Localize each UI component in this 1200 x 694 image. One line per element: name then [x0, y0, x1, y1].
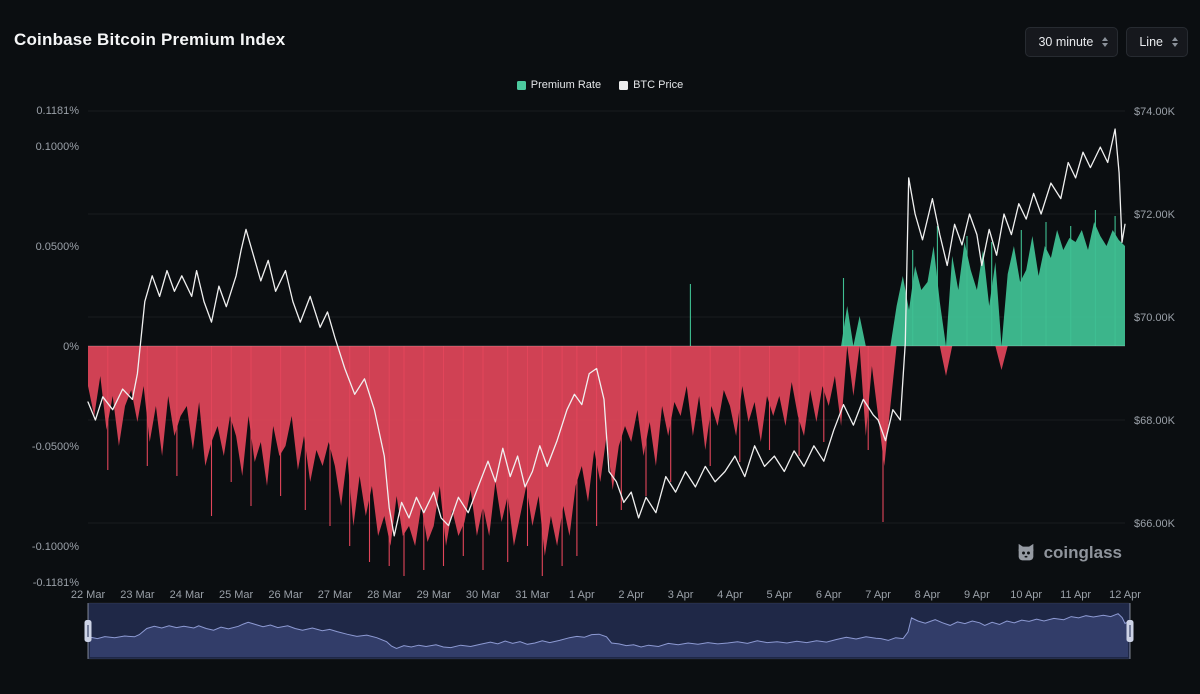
svg-text:3 Apr: 3 Apr — [668, 589, 694, 601]
svg-text:0.1000%: 0.1000% — [36, 141, 80, 153]
navigator-handle-right[interactable] — [1126, 620, 1134, 642]
svg-text:26 Mar: 26 Mar — [268, 589, 303, 601]
y-axis-left-labels: 0.1181% 0.1000% 0.0500% 0% -0.0500% -0.1000% -… — [32, 105, 79, 589]
svg-text:$68.00K: $68.00K — [1134, 415, 1176, 427]
svg-text:$72.00K: $72.00K — [1134, 209, 1176, 221]
coinglass-watermark: coinglass — [1015, 542, 1122, 564]
chart-legend: Premium Rate BTC Price — [0, 79, 1200, 91]
select-arrows-icon — [1102, 37, 1109, 47]
svg-text:24 Mar: 24 Mar — [170, 589, 205, 601]
svg-text:27 Mar: 27 Mar — [318, 589, 353, 601]
svg-text:6 Apr: 6 Apr — [816, 589, 842, 601]
premium-spikes — [107, 210, 1116, 576]
btc-price-swatch-icon — [619, 80, 629, 90]
svg-text:8 Apr: 8 Apr — [915, 589, 941, 601]
svg-text:0.1181%: 0.1181% — [36, 105, 79, 117]
svg-text:$74.00K: $74.00K — [1134, 106, 1176, 118]
svg-text:31 Mar: 31 Mar — [515, 589, 550, 601]
svg-text:2 Apr: 2 Apr — [618, 589, 644, 601]
svg-text:28 Mar: 28 Mar — [367, 589, 402, 601]
x-axis-labels: 22 Mar 23 Mar 24 Mar 25 Mar 26 Mar 27 Mar 28 M… — [71, 589, 1141, 601]
svg-text:4 Apr: 4 Apr — [717, 589, 743, 601]
coinglass-watermark-text: coinglass — [1043, 543, 1122, 562]
svg-text:12 Apr: 12 Apr — [1109, 589, 1141, 601]
svg-text:10 Apr: 10 Apr — [1010, 589, 1042, 601]
svg-text:-0.0500%: -0.0500% — [32, 441, 79, 453]
legend-label: Premium Rate — [530, 79, 602, 91]
svg-text:23 Mar: 23 Mar — [120, 589, 155, 601]
premium-negative-area — [88, 346, 1125, 556]
svg-text:25 Mar: 25 Mar — [219, 589, 254, 601]
chart-controls: 30 minute Line — [1025, 27, 1188, 57]
svg-text:0%: 0% — [63, 341, 79, 353]
interval-select[interactable]: 30 minute — [1025, 27, 1119, 57]
interval-select-value: 30 minute — [1038, 35, 1094, 49]
svg-text:$66.00K: $66.00K — [1134, 518, 1176, 530]
navigator-minichart — [89, 613, 1129, 657]
coinglass-bear-icon — [1018, 543, 1033, 561]
svg-text:-0.1181%: -0.1181% — [33, 577, 79, 589]
chart-type-select-value: Line — [1139, 35, 1163, 49]
svg-text:$70.00K: $70.00K — [1134, 312, 1176, 324]
svg-text:30 Mar: 30 Mar — [466, 589, 501, 601]
legend-item-premium-rate[interactable]: Premium Rate — [516, 79, 602, 91]
svg-text:1 Apr: 1 Apr — [569, 589, 595, 601]
btc-price-line — [87, 128, 1126, 537]
page-title: Coinbase Bitcoin Premium Index — [14, 30, 286, 49]
legend-item-btc-price[interactable]: BTC Price — [619, 79, 683, 91]
navigator-selected-range[interactable] — [88, 603, 1130, 659]
svg-text:5 Apr: 5 Apr — [766, 589, 792, 601]
y-axis-right-labels: $74.00K $72.00K $70.00K $68.00K $66.00K — [1134, 106, 1176, 530]
legend-label: BTC Price — [633, 79, 684, 91]
select-arrows-icon — [1172, 37, 1178, 47]
svg-text:7 Apr: 7 Apr — [865, 589, 891, 601]
navigator-handle-left[interactable] — [84, 620, 92, 642]
svg-text:11 Apr: 11 Apr — [1060, 589, 1091, 601]
premium-rate-swatch-icon — [516, 80, 526, 90]
svg-text:-0.1000%: -0.1000% — [32, 541, 79, 553]
svg-text:29 Mar: 29 Mar — [417, 589, 452, 601]
svg-text:9 Apr: 9 Apr — [964, 589, 990, 601]
svg-text:22 Mar: 22 Mar — [71, 589, 106, 601]
chart-type-select[interactable]: Line — [1126, 27, 1188, 57]
svg-text:0.0500%: 0.0500% — [36, 241, 80, 253]
chart-plot-area[interactable] — [88, 96, 1125, 585]
